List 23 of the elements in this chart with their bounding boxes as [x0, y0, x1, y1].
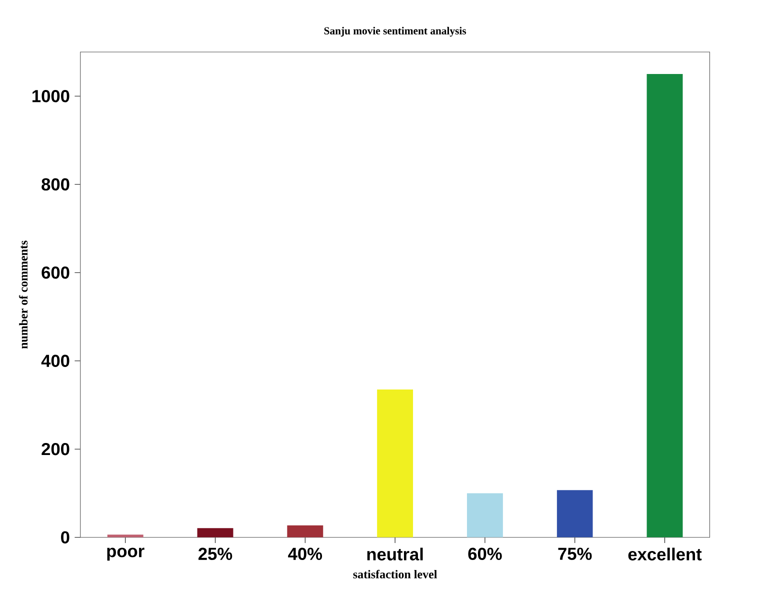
x-tick-label: neutral: [367, 548, 423, 560]
y-tick-label: 600: [42, 266, 70, 279]
y-tick-label: 0: [61, 531, 70, 544]
y-tick-label: 1000: [32, 90, 70, 102]
x-tick-label: 40%: [288, 548, 322, 560]
bar: [556, 490, 593, 538]
x-tick-label: 60%: [468, 548, 502, 560]
bar: [197, 528, 234, 538]
y-tick-label: 400: [41, 354, 70, 367]
chart-title: Sanju movie sentiment analysis: [324, 26, 466, 37]
x-tick-label: 25%: [198, 548, 232, 560]
bar: [107, 534, 144, 538]
x-tick-label: excellent: [628, 548, 702, 560]
bar: [646, 74, 683, 538]
bar: [466, 493, 503, 538]
x-axis-title: satisfaction level: [353, 570, 437, 578]
y-axis-title: number of comments: [19, 240, 28, 349]
x-tick-label: poor: [107, 548, 144, 561]
bar: [287, 525, 324, 538]
y-tick-label: 800: [42, 178, 70, 190]
bar: [377, 390, 414, 538]
x-tick-label: 75%: [558, 548, 592, 560]
y-tick-label: 200: [42, 442, 70, 456]
